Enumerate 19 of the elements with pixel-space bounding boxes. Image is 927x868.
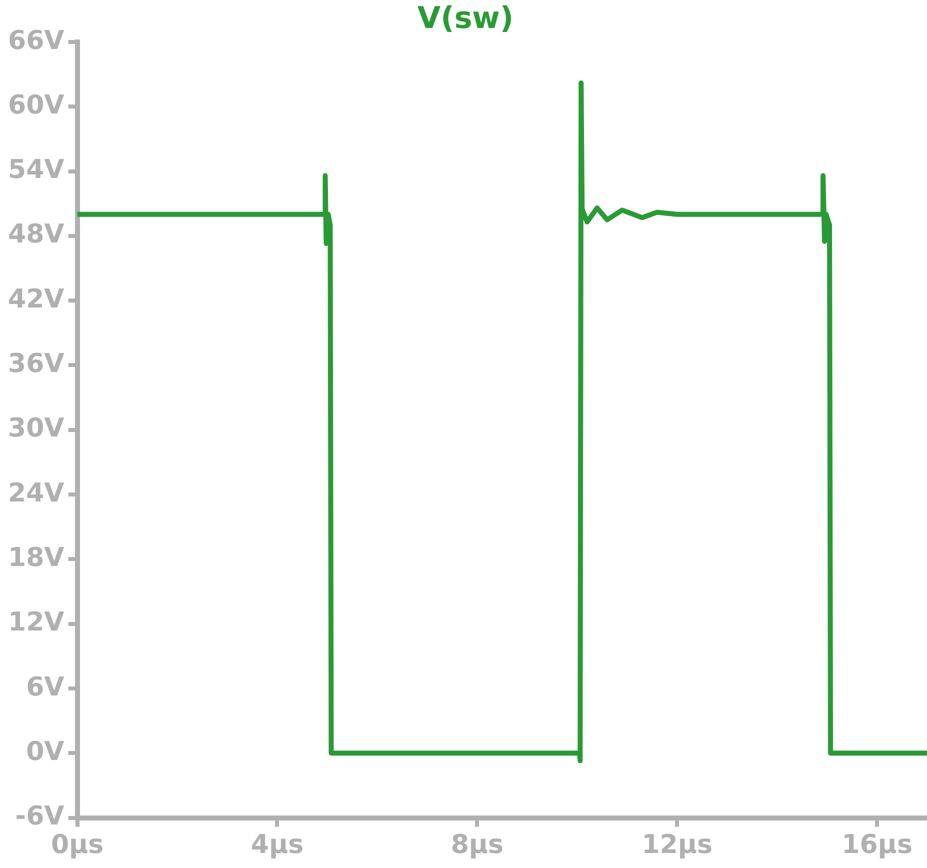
chart-title: V(sw): [417, 0, 514, 36]
x-tick-label: 4µs: [250, 830, 304, 860]
y-tick-label: 48V: [8, 220, 64, 250]
y-tick-label: 36V: [8, 349, 64, 379]
y-tick-label: 24V: [8, 478, 64, 508]
x-tick-label: 12µs: [642, 830, 712, 860]
y-tick-label: 18V: [8, 542, 64, 573]
y-tick-label: 12V: [8, 608, 64, 638]
x-tick-label: 8µs: [450, 830, 504, 860]
x-tick-label: 0µs: [50, 830, 104, 860]
y-tick-label: -6V: [15, 802, 64, 832]
y-tick-label: 66V: [8, 26, 64, 56]
y-tick-label: 42V: [8, 284, 64, 314]
y-tick-label: 30V: [8, 414, 64, 444]
y-tick-label: 0V: [26, 736, 64, 767]
y-tick-label: 54V: [8, 155, 64, 186]
y-tick-label: 6V: [26, 672, 64, 702]
x-tick-label: 16µs: [842, 830, 912, 860]
y-tick-label: 60V: [8, 90, 64, 120]
